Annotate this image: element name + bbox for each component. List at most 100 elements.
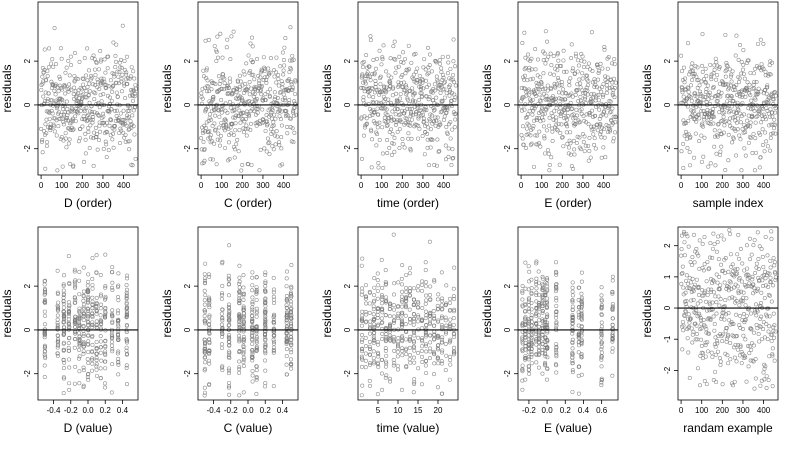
data-point: [748, 136, 753, 141]
y-tick-label: 0: [663, 102, 672, 107]
data-point: [52, 129, 57, 134]
data-point: [545, 83, 550, 88]
data-point: [90, 286, 95, 291]
data-point: [751, 71, 756, 76]
data-point: [205, 78, 210, 83]
data-point: [680, 90, 685, 95]
data-point: [86, 130, 91, 135]
data-point: [375, 315, 380, 320]
data-point: [564, 91, 569, 96]
data-point: [106, 148, 111, 153]
data-point: [113, 53, 118, 58]
data-point: [243, 117, 248, 122]
data-point: [432, 279, 437, 284]
data-point: [263, 314, 268, 319]
data-point: [411, 303, 416, 308]
data-point: [363, 365, 368, 370]
data-point: [261, 98, 266, 103]
data-point: [245, 88, 250, 93]
data-point: [73, 364, 78, 369]
data-point: [760, 143, 765, 148]
data-point: [385, 151, 390, 156]
data-point: [219, 311, 224, 316]
data-point: [445, 105, 450, 110]
data-point: [374, 100, 379, 105]
data-point: [389, 127, 394, 132]
data-point: [367, 64, 372, 69]
data-point: [711, 231, 716, 236]
data-point: [434, 74, 439, 79]
data-point: [81, 289, 86, 294]
data-point: [424, 94, 429, 99]
data-point: [250, 341, 255, 346]
data-point: [420, 288, 425, 293]
data-point: [440, 306, 445, 311]
data-point: [67, 126, 72, 131]
data-point: [367, 352, 372, 357]
data-point: [272, 74, 277, 79]
data-point: [439, 350, 444, 355]
x-tick-label: 10: [394, 406, 403, 415]
data-point: [720, 382, 725, 387]
data-point: [771, 256, 776, 261]
data-point: [273, 133, 278, 138]
data-point: [368, 319, 373, 324]
data-point: [225, 110, 230, 115]
data-point: [411, 340, 416, 345]
data-point: [77, 343, 82, 348]
data-point: [360, 347, 365, 352]
data-point: [217, 114, 222, 119]
data-point: [91, 163, 96, 168]
data-point: [441, 117, 446, 122]
data-point: [254, 391, 259, 396]
data-point: [745, 118, 750, 123]
data-point: [540, 87, 545, 92]
data-point: [707, 266, 712, 271]
y-tick-label: 0: [23, 102, 32, 107]
data-point: [573, 115, 578, 120]
data-point: [587, 136, 592, 141]
x-tick-label: 100: [695, 181, 709, 190]
data-point: [523, 323, 528, 328]
data-point: [90, 117, 95, 122]
data-point: [735, 127, 740, 132]
data-point: [404, 286, 409, 291]
data-point: [290, 126, 295, 131]
data-point: [679, 281, 684, 286]
data-point: [420, 360, 425, 365]
data-point: [538, 99, 543, 104]
data-point: [558, 105, 563, 110]
x-tick-label: 400: [437, 181, 451, 190]
data-point: [448, 99, 453, 104]
data-point: [423, 284, 428, 289]
data-point: [255, 107, 260, 112]
data-point: [714, 151, 719, 156]
data-point: [41, 94, 46, 99]
data-point: [392, 39, 397, 44]
data-point: [585, 64, 590, 69]
data-point: [753, 357, 758, 362]
data-point: [749, 311, 754, 316]
data-point: [373, 82, 378, 87]
data-point: [401, 50, 406, 55]
data-point: [214, 58, 219, 63]
data-point: [93, 82, 98, 87]
data-point: [771, 91, 776, 96]
data-point: [98, 306, 103, 311]
data-point: [541, 118, 546, 123]
data-point: [368, 78, 373, 83]
data-point: [702, 235, 707, 240]
data-point: [128, 93, 133, 98]
data-point: [199, 136, 204, 141]
data-point: [733, 53, 738, 58]
data-point: [700, 242, 705, 247]
x-axis-title: time (order): [377, 196, 439, 210]
data-point: [274, 55, 279, 60]
data-point: [207, 301, 212, 306]
data-point: [719, 144, 724, 149]
data-point: [425, 137, 430, 142]
data-point: [284, 314, 289, 319]
data-point: [217, 143, 222, 148]
data-point: [284, 269, 289, 274]
data-point: [758, 37, 763, 42]
